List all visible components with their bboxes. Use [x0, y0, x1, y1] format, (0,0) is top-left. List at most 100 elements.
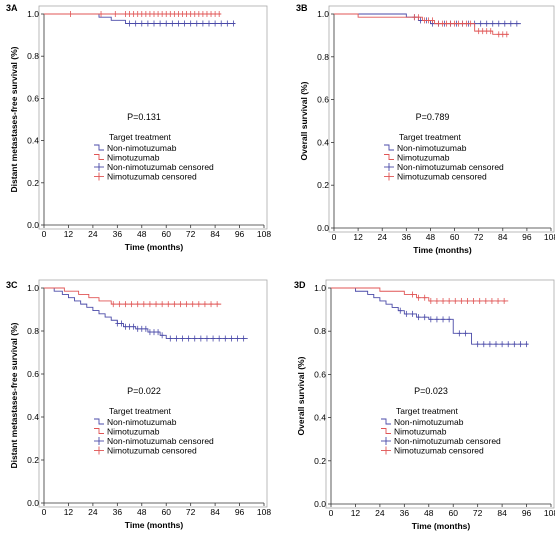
panel-3d-ytick-label: 0.6: [314, 369, 326, 379]
panel-3a-label: 3A: [6, 3, 18, 13]
panel-3a-xtick-label: 108: [257, 229, 271, 239]
panel-3c-legend-item: Nimotuzumab censored: [107, 446, 197, 456]
panel-3d-legend-item: Nimotuzumab: [394, 427, 447, 437]
panel-3b-frame: [328, 5, 555, 233]
panel-3a-non-nimotuzumab-curve: [44, 13, 236, 24]
panel-3b-y-title: Overall survival (%): [299, 81, 309, 160]
panel-3c-legend-item: Nimotuzumab: [107, 427, 160, 437]
panel-3c-non-nimotuzumab-curve: [44, 287, 248, 339]
panel-3d-xtick-label: 84: [497, 508, 507, 518]
panel-3c-legend-item: Non-nimotuzumab censored: [107, 436, 214, 446]
panel-3c-label: 3C: [6, 280, 18, 290]
panel-3b-legend-item: Nimotuzumab: [397, 153, 450, 163]
panel-3c-xtick-label: 36: [113, 507, 123, 517]
panel-3a-xtick-label: 60: [161, 229, 171, 239]
panel-3c-legend-swatch: [94, 428, 104, 434]
panel-3a-legend-swatch: [94, 154, 104, 160]
panel-3a-legend-item: Nimotuzumab: [107, 153, 160, 163]
panel-3a-frame: [38, 5, 268, 230]
panel-3c-xtick-label: 12: [64, 507, 74, 517]
panel-3b-x-title: Time (months): [413, 245, 472, 255]
panel-3d-legend-item: Non-nimotuzumab: [394, 417, 464, 427]
panel-3d-xtick-label: 48: [424, 508, 434, 518]
panel-3b-ytick-label: 0.4: [317, 137, 329, 147]
panel-3b-legend-item: Non-nimotuzumab censored: [397, 162, 504, 172]
panel-3c-legend-title: Target treatment: [109, 406, 172, 416]
panel-3a-xtick-label: 96: [235, 229, 245, 239]
panel-3d-ytick-label: 0.4: [314, 413, 326, 423]
panel-3b-xtick-label: 84: [498, 232, 508, 242]
panel-3c-ytick-label: 0.2: [27, 455, 39, 465]
panel-3d-xtick-label: 0: [329, 508, 334, 518]
panel-3c-xtick-label: 96: [235, 507, 245, 517]
panel-3d-ytick-label: 0.2: [314, 456, 326, 466]
panel-3b-ytick-label: 0.0: [317, 223, 329, 233]
panel-3d-ytick-label: 0.0: [314, 499, 326, 509]
panel-3c-xtick-label: 60: [161, 507, 171, 517]
panel-3b-xtick-label: 108: [544, 232, 555, 242]
panel-3b-nimotuzumab-curve: [334, 13, 509, 35]
panel-3d-xtick-label: 60: [448, 508, 458, 518]
panel-3d-legend-swatch: [381, 428, 391, 434]
panel-3c-xtick-label: 0: [42, 507, 47, 517]
panel-3d-xtick-label: 96: [522, 508, 532, 518]
panel-3c-legend-item: Non-nimotuzumab: [107, 417, 177, 427]
panel-3a-xtick-label: 0: [42, 229, 47, 239]
panel-3c-ytick-label: 1.0: [27, 283, 39, 293]
panel-3c-nimotuzumab-curve: [44, 287, 222, 305]
panel-3c-xtick-label: 48: [137, 507, 147, 517]
panel-3c-xtick-label: 24: [88, 507, 98, 517]
panel-3b-xtick-label: 0: [332, 232, 337, 242]
panel-3a-ytick-label: 1.0: [27, 9, 39, 19]
panel-3a: 3A 0 12 24 36 48 60 72 84 96 108 0.0 0.2 0.4 0.6 0.8 1.0…: [6, 3, 271, 252]
panel-3d-label: 3D: [294, 280, 306, 290]
panel-3a-xtick-label: 48: [137, 229, 147, 239]
panel-3d-p-value: P=0.023: [414, 386, 448, 396]
panel-3c-p-value: P=0.022: [127, 386, 161, 396]
panel-3c-xtick-label: 72: [186, 507, 196, 517]
panel-3b-xtick-label: 12: [353, 232, 363, 242]
panel-3b-xtick-label: 60: [450, 232, 460, 242]
panel-3d-xtick-label: 24: [375, 508, 385, 518]
panel-3a-xtick-label: 24: [88, 229, 98, 239]
panel-3c-ytick-label: 0.0: [27, 498, 39, 508]
panel-3d-xtick-label: 12: [351, 508, 361, 518]
panel-3c: 3C 0 12 24 36 48 60 72 84 96 108 0.0 0.2 0.4 0.6 0.8 1.0…: [6, 279, 271, 530]
panel-3a-ytick-label: 0.2: [27, 178, 39, 188]
panel-3a-ytick-label: 0.4: [27, 136, 39, 146]
panel-3d-legend-title: Target treatment: [396, 406, 459, 416]
panel-3b: 3B 0 12 24 36 48 60 72 84 96 108 0.0 0.2 0.4 0.6 0.8 1.0…: [296, 3, 555, 255]
panel-3c-ytick-label: 0.8: [27, 326, 39, 336]
panel-3a-ytick-label: 0.8: [27, 51, 39, 61]
panel-3a-xtick-label: 36: [113, 229, 123, 239]
panel-3d-legend-item: Nimotuzumab censored: [394, 446, 484, 456]
panel-3d-legend-item: Non-nimotuzumab censored: [394, 436, 501, 446]
panel-3d-x-title: Time (months): [412, 521, 471, 531]
panel-3c-legend-swatch: [94, 418, 104, 425]
panel-3b-label: 3B: [296, 3, 308, 13]
panel-3d-y-title: Overall survival (%): [296, 356, 306, 435]
panel-3b-legend-item: Nimotuzumab censored: [397, 172, 487, 182]
panel-3c-ytick-label: 0.4: [27, 412, 39, 422]
panel-3b-xtick-label: 96: [522, 232, 532, 242]
panel-3a-y-title: Distant metastases-free survival (%): [9, 46, 19, 192]
panel-3d-xtick-label: 72: [473, 508, 483, 518]
panel-3d-nimotuzumab-curve: [331, 287, 509, 302]
panel-3d-legend-swatch: [381, 418, 391, 425]
panel-3a-legend-item: Non-nimotuzumab censored: [107, 162, 214, 172]
panel-3a-p-value: P=0.131: [127, 112, 161, 122]
panel-3b-ytick-label: 1.0: [317, 9, 329, 19]
panel-3c-x-title: Time (months): [125, 520, 184, 530]
panel-3a-legend-title: Target treatment: [109, 132, 172, 142]
panel-3b-xtick-label: 36: [402, 232, 412, 242]
panel-3d: 3D 0 12 24 36 48 60 72 84 96 108 0.0 0.2 0.4 0.6 0.8 1.0…: [294, 279, 555, 531]
panel-3a-legend-item: Nimotuzumab censored: [107, 172, 197, 182]
panel-3a-ytick-label: 0.6: [27, 93, 39, 103]
panel-3c-xtick-label: 108: [257, 507, 271, 517]
panel-3b-legend-swatch: [384, 144, 394, 151]
panel-3b-xtick-label: 48: [426, 232, 436, 242]
panel-3d-xtick-label: 36: [400, 508, 410, 518]
panel-3c-frame: [38, 279, 268, 508]
panel-3a-xtick-label: 84: [210, 229, 220, 239]
